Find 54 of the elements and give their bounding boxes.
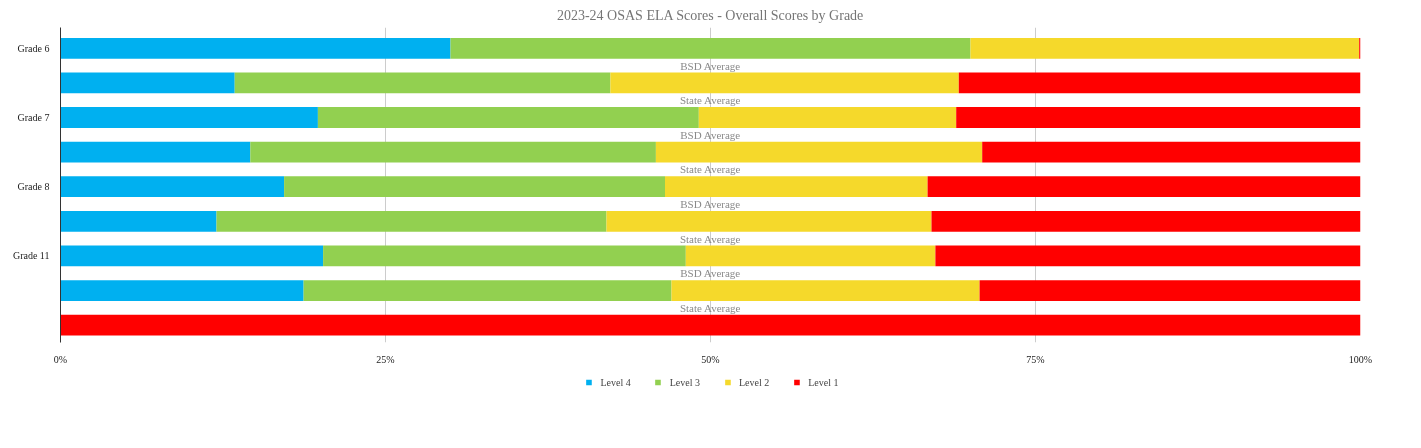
annotation: State Average [679, 232, 741, 245]
bar [606, 210, 932, 232]
bar [317, 107, 699, 128]
bar [60, 176, 285, 198]
bar [60, 280, 304, 301]
annotation: BSD Average [680, 267, 741, 280]
bar [303, 280, 672, 301]
bar [665, 176, 928, 198]
bar [935, 245, 1361, 267]
annotation: State Average [679, 94, 741, 107]
y-tick-label: Grade 11 [12, 250, 50, 262]
bar [698, 107, 957, 128]
x-tick-label: 50% [701, 353, 720, 365]
bar [323, 245, 686, 267]
y-tick-label: Grade 8 [17, 181, 50, 193]
bar [234, 72, 611, 94]
chart-title: 2023-24 OSAS ELA Scores - Overall Scores by Grade [556, 7, 864, 23]
annotation: BSD Average [680, 128, 741, 141]
bar [970, 37, 1360, 59]
bar [958, 72, 1361, 94]
bar [60, 210, 217, 232]
legend-label: Level 4 [600, 376, 631, 388]
bar [60, 37, 451, 59]
annotation: BSD Average [680, 198, 741, 211]
annotation: BSD Average [680, 59, 741, 72]
legend-label: Level 3 [669, 376, 700, 388]
bar [931, 210, 1361, 232]
bar [671, 280, 980, 301]
bar [655, 141, 983, 163]
bar [685, 245, 936, 267]
y-tick-label: Grade 7 [17, 112, 50, 123]
x-tick-label: 25% [376, 353, 395, 365]
x-tick-label: 0% [53, 353, 68, 365]
bar [60, 107, 318, 128]
bar [956, 107, 1361, 128]
bar [60, 245, 324, 267]
bar [60, 314, 1361, 336]
bar [927, 176, 1361, 198]
bar [979, 280, 1361, 301]
y-tick-label: Grade 6 [17, 42, 50, 54]
x-tick-label: 100% [1348, 353, 1373, 365]
bar [60, 72, 235, 94]
bar [216, 210, 607, 232]
bar [250, 141, 656, 163]
x-tick-label: 75% [1026, 353, 1045, 365]
legend-label: Level 1 [808, 376, 839, 388]
bar [450, 37, 971, 59]
bar [60, 141, 251, 163]
legend-label: Level 2 [739, 376, 770, 388]
annotation: State Average [679, 301, 741, 314]
annotation: State Average [679, 163, 741, 176]
bar [610, 72, 959, 94]
bar [284, 176, 665, 198]
bar [982, 141, 1361, 163]
